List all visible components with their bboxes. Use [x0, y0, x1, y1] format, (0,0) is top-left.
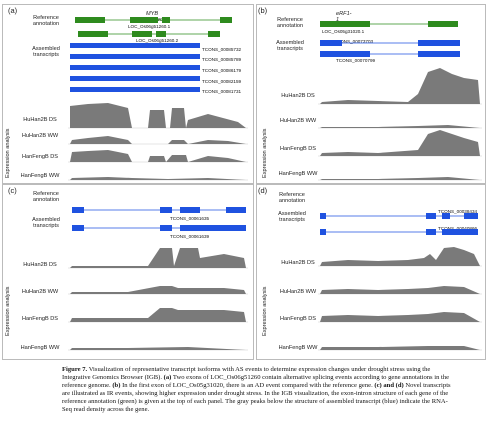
track-label-d-3: HanFengB DS: [279, 316, 317, 322]
asm-id-d-2: TCONS_00040866: [438, 226, 478, 231]
ref-exon: [75, 17, 105, 23]
asm-transcripts-label-d: Assembled transcripts: [278, 211, 306, 224]
ref-exon: [132, 31, 152, 37]
caption-b-tag: (b): [112, 382, 121, 390]
ref-annotation-label-d: Reference annotation: [278, 192, 306, 205]
coverage-b-1: [320, 68, 480, 104]
asm-transcript: [70, 43, 200, 48]
coverage-d: [318, 247, 482, 351]
ref-exon: [130, 17, 158, 23]
ref-exon: [208, 31, 220, 37]
asm-id-a-1: TCONS_00085732: [202, 47, 242, 52]
caption-cd-tag: (c) and (d): [374, 382, 404, 390]
coverage-b-4: [320, 177, 480, 180]
ref-annotation-label-a: Reference annotation: [32, 15, 60, 28]
structure-c: [72, 207, 246, 231]
figure-caption: Figure 7. Visualization of representativ…: [62, 366, 452, 415]
ref-id-a-2: LOC_Os06g51260.2: [136, 38, 179, 43]
structure-b: [320, 21, 460, 57]
ref-id-b-1: LOC_Os05g31020.1: [322, 29, 365, 34]
asm-id-a-5: TCONS_00081731: [202, 89, 242, 94]
coverage-b-3: [320, 130, 480, 156]
coverage-a-1: [70, 103, 246, 128]
track-label-a-3: HanFengB DS: [21, 154, 59, 160]
caption-a-tag: (a): [163, 374, 172, 382]
frame-a: [2, 4, 254, 184]
gene-name-b: eRF1-1: [336, 11, 352, 23]
track-label-d-4: HanFengB WW: [278, 345, 318, 351]
track-label-d-1: HuHan2B DS: [281, 260, 315, 266]
coverage-a: [68, 103, 248, 181]
frame-d: [256, 184, 486, 360]
caption-a-text: Two exons of LOC_Os06g51260 contain alte…: [62, 374, 450, 390]
asm-transcripts-label-b: Assembled transcripts: [276, 40, 304, 53]
asm-transcript: [70, 65, 200, 70]
asm-transcripts-label-a: Assembled transcripts: [32, 46, 60, 59]
asm-id-b-1: TCONS_00073703: [334, 39, 374, 44]
track-label-b-3: HanFengB DS: [279, 146, 317, 152]
track-label-c-2: HuHan2B WW: [21, 289, 59, 295]
ref-annotation-label-b: Reference annotation: [276, 17, 304, 30]
panel-label-b: (b): [258, 6, 268, 15]
asm-id-d-1: TCONS_00038434: [438, 209, 478, 214]
structure-a: [70, 17, 232, 92]
ref-exon: [220, 17, 232, 23]
asm-id-a-3: TCONS_00086179: [202, 68, 242, 73]
coverage-d-1: [320, 247, 480, 266]
asm-transcript: [70, 54, 200, 59]
asm-transcript: [70, 76, 200, 81]
frame-b: [256, 4, 486, 184]
caption-title: Visualization of representative transcri…: [62, 366, 431, 382]
track-label-a-4: HanFengB WW: [20, 173, 60, 179]
asm-id-c-2: TCONS_00061639: [170, 234, 210, 239]
coverage-d-2: [320, 286, 480, 294]
coverage-b-2: [320, 125, 480, 128]
track-label-a-2: HuHan2B WW: [21, 133, 59, 139]
coverage-c-2: [70, 286, 246, 294]
track-label-b-1: HuHan2B DS: [281, 93, 315, 99]
ref-exon: [156, 31, 166, 37]
frame-c: [2, 184, 254, 360]
coverage-b: [318, 68, 482, 181]
coverage-a-4: [70, 177, 246, 180]
track-label-c-3: HanFengB DS: [21, 316, 59, 322]
track-label-c-4: HanFengB WW: [20, 345, 60, 351]
panel-label-d: (d): [258, 186, 268, 195]
panel-label-a: (a): [8, 6, 18, 15]
asm-transcript: [70, 87, 200, 92]
ref-annotation-label-c: Reference annotation: [32, 191, 60, 204]
caption-lead: Figure 7.: [62, 366, 88, 373]
structure-d: [320, 213, 478, 235]
coverage-c-4: [70, 347, 246, 350]
asm-transcripts-label-c: Assembled transcripts: [32, 217, 60, 230]
coverage-a-3: [70, 150, 246, 162]
track-label-a-1: HuHan2B DS: [23, 117, 57, 123]
track-label-b-2: HuHan2B WW: [279, 118, 317, 124]
coverage-c: [68, 248, 248, 351]
track-label-d-2: HuHan2B WW: [279, 289, 317, 295]
caption-cd-text: Novel transcripts are illustrated as IR …: [62, 382, 451, 414]
asm-id-a-4: TCONS_00082159: [202, 79, 242, 84]
ref-id-a-1: LOC_Os06g51260.1: [128, 24, 171, 29]
coverage-c-1: [70, 248, 246, 268]
track-label-c-1: HuHan2B DS: [23, 262, 57, 268]
ref-exon: [78, 31, 108, 37]
coverage-d-3: [320, 312, 480, 322]
coverage-c-3: [70, 308, 246, 322]
ref-exon: [162, 17, 170, 23]
coverage-a-2: [70, 136, 246, 144]
coverage-d-4: [320, 346, 480, 350]
asm-id-a-2: TCONS_00085789: [202, 57, 242, 62]
asm-id-c-1: TCONS_00061635: [170, 216, 210, 221]
asm-id-b-2: TCONS_00070799: [336, 58, 376, 63]
track-label-b-4: HanFengB WW: [278, 171, 318, 177]
caption-b-text: In the first exon of LOC_Os05g31020, the…: [122, 382, 373, 390]
panel-label-c: (c): [8, 186, 17, 195]
